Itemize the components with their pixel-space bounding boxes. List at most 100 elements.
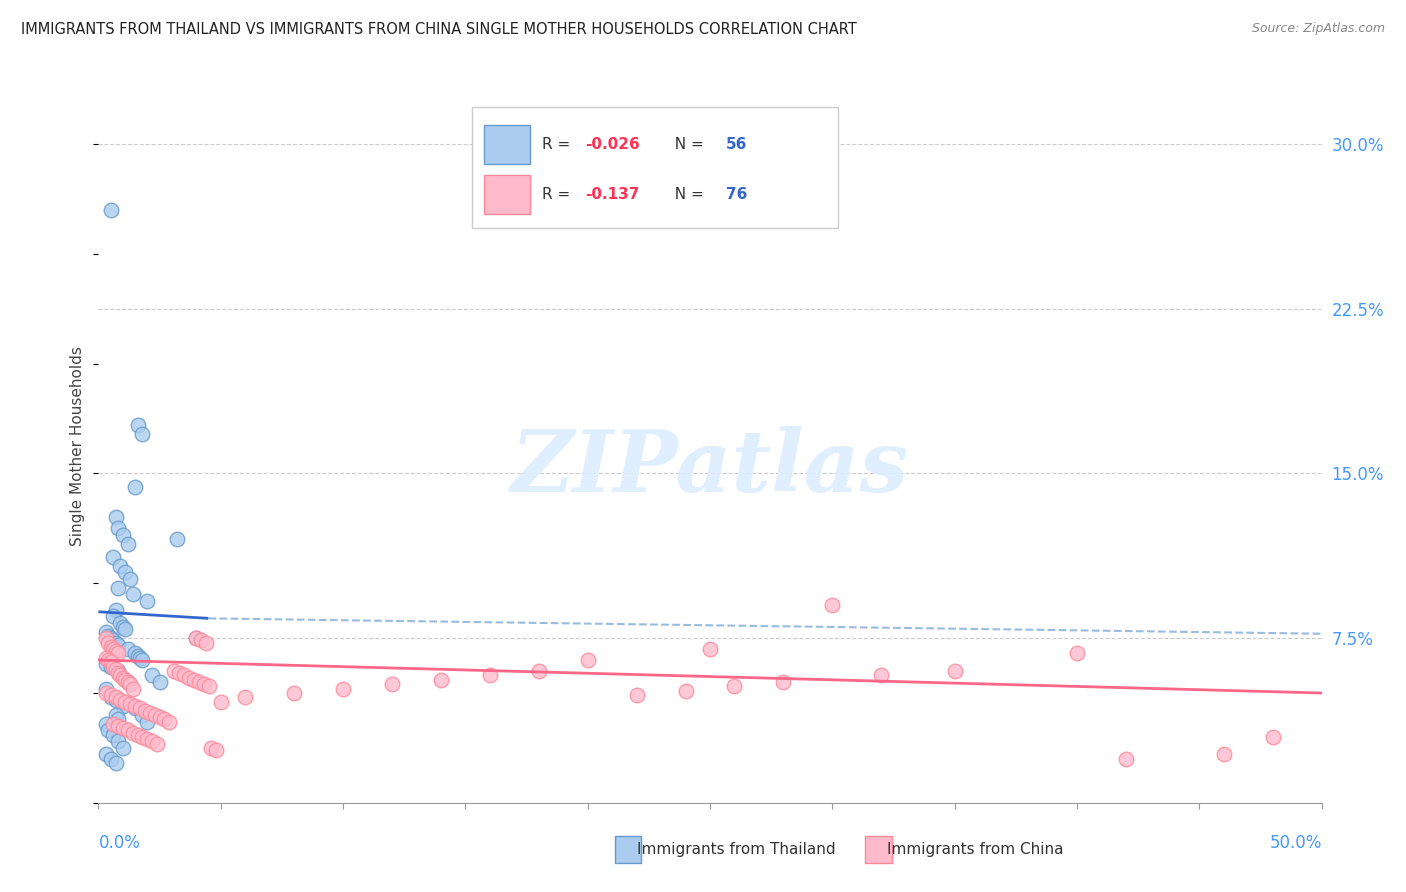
Point bbox=[117, 537, 139, 551]
Point bbox=[101, 659, 124, 673]
Point bbox=[134, 704, 156, 718]
Point bbox=[110, 558, 132, 573]
Point bbox=[107, 719, 129, 733]
Text: ZIPatlas: ZIPatlas bbox=[510, 425, 910, 509]
Point bbox=[107, 664, 129, 678]
Text: -0.026: -0.026 bbox=[585, 136, 640, 152]
Text: N =: N = bbox=[665, 136, 709, 152]
Point bbox=[110, 668, 132, 682]
Point bbox=[146, 737, 169, 751]
Point bbox=[186, 631, 208, 645]
Point bbox=[166, 533, 188, 547]
Point bbox=[772, 675, 794, 690]
Point bbox=[101, 716, 124, 731]
Point bbox=[1261, 730, 1284, 744]
Point bbox=[576, 653, 599, 667]
Point bbox=[124, 699, 146, 714]
Point bbox=[136, 732, 159, 747]
Point bbox=[101, 633, 124, 648]
Point bbox=[141, 668, 163, 682]
Point bbox=[129, 701, 152, 715]
Point bbox=[187, 675, 209, 690]
Text: 50.0%: 50.0% bbox=[1270, 834, 1322, 852]
FancyBboxPatch shape bbox=[484, 175, 530, 214]
Point bbox=[100, 752, 122, 766]
Point bbox=[131, 653, 153, 667]
Text: 76: 76 bbox=[725, 186, 748, 202]
Point bbox=[186, 631, 208, 645]
Point bbox=[1115, 752, 1137, 766]
Point bbox=[139, 706, 162, 720]
Point bbox=[527, 664, 550, 678]
Point bbox=[107, 581, 129, 595]
Point bbox=[1066, 647, 1088, 661]
Point bbox=[127, 648, 149, 663]
Point bbox=[104, 662, 127, 676]
Point bbox=[332, 681, 354, 696]
Point bbox=[100, 631, 122, 645]
Point bbox=[233, 690, 256, 705]
FancyBboxPatch shape bbox=[484, 125, 530, 164]
Point bbox=[104, 510, 127, 524]
Point bbox=[153, 712, 176, 726]
Point bbox=[97, 723, 120, 738]
Point bbox=[117, 723, 139, 738]
Point bbox=[111, 620, 134, 634]
Y-axis label: Single Mother Households: Single Mother Households bbox=[70, 346, 86, 546]
Point bbox=[163, 664, 186, 678]
Point bbox=[120, 572, 142, 586]
Point bbox=[94, 681, 117, 696]
Point bbox=[124, 701, 146, 715]
Point bbox=[104, 708, 127, 723]
Point bbox=[114, 623, 136, 637]
Point bbox=[197, 680, 219, 694]
Point bbox=[177, 671, 200, 685]
Point bbox=[104, 644, 127, 658]
Point bbox=[167, 666, 190, 681]
Point bbox=[870, 668, 893, 682]
Point bbox=[100, 640, 122, 654]
Point bbox=[107, 647, 129, 661]
Point bbox=[117, 675, 139, 690]
Point bbox=[117, 675, 139, 690]
Text: -0.137: -0.137 bbox=[585, 186, 640, 202]
Point bbox=[193, 677, 215, 691]
Point bbox=[94, 747, 117, 762]
Text: N =: N = bbox=[665, 186, 709, 202]
Point bbox=[381, 677, 404, 691]
Point bbox=[1212, 747, 1234, 762]
Point bbox=[111, 740, 134, 755]
Point bbox=[104, 756, 127, 771]
Point bbox=[110, 692, 132, 706]
Point bbox=[101, 728, 124, 742]
Point bbox=[104, 602, 127, 616]
Point bbox=[131, 708, 153, 723]
Text: Source: ZipAtlas.com: Source: ZipAtlas.com bbox=[1251, 22, 1385, 36]
Point bbox=[104, 635, 127, 649]
Point bbox=[94, 624, 117, 639]
Point bbox=[107, 734, 129, 748]
Point bbox=[117, 642, 139, 657]
Point bbox=[149, 675, 172, 690]
Point bbox=[97, 629, 120, 643]
Point bbox=[100, 688, 122, 702]
Point bbox=[101, 642, 124, 657]
Point bbox=[94, 657, 117, 672]
Point bbox=[94, 631, 117, 645]
Text: R =: R = bbox=[543, 186, 575, 202]
Point bbox=[94, 716, 117, 731]
Point bbox=[173, 668, 195, 682]
Point bbox=[97, 653, 120, 667]
Text: R =: R = bbox=[543, 136, 575, 152]
Point bbox=[136, 594, 159, 608]
Point bbox=[699, 642, 721, 657]
Point bbox=[94, 686, 117, 700]
Point bbox=[111, 671, 134, 685]
Point bbox=[124, 647, 146, 661]
Text: Immigrants from China: Immigrants from China bbox=[887, 842, 1064, 856]
Point bbox=[205, 743, 228, 757]
Point bbox=[114, 673, 136, 687]
Point bbox=[114, 566, 136, 580]
Point bbox=[131, 730, 153, 744]
Point bbox=[200, 740, 222, 755]
